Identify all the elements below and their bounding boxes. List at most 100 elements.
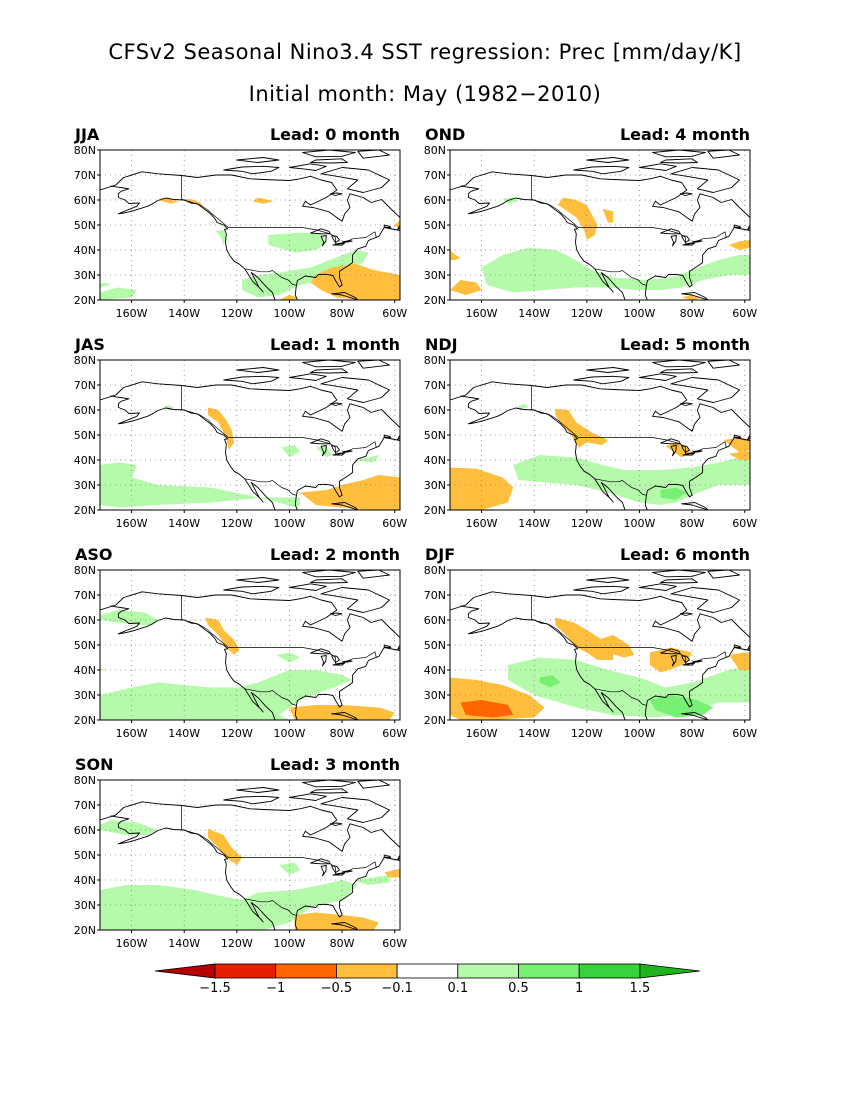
- border-line: [244, 478, 297, 496]
- anomaly-region-green: [100, 670, 353, 720]
- y-tick-label: 80N: [74, 144, 96, 157]
- coastline: [110, 185, 276, 300]
- lake-outline: [320, 235, 327, 247]
- anomaly-region-orange: [278, 295, 298, 300]
- island-outline: [639, 373, 677, 381]
- island-outline: [681, 712, 709, 720]
- x-tick-label: 140W: [168, 307, 200, 320]
- island-outline: [660, 158, 698, 164]
- x-tick-label: 100W: [624, 517, 656, 530]
- y-tick-label: 60N: [74, 614, 96, 627]
- y-tick-label: 50N: [74, 219, 96, 232]
- lake-outline: [310, 858, 331, 865]
- y-tick-label: 20N: [74, 294, 96, 307]
- map-plot: 20N 30N 40N 50N 60N 70N 80N 160W 140W 120W 100W 80W…: [424, 144, 758, 320]
- border-line: [244, 268, 297, 286]
- lake-outline: [681, 235, 690, 243]
- x-tick-label: 100W: [274, 727, 306, 740]
- coastline: [100, 171, 400, 300]
- x-tick-label: 100W: [274, 307, 306, 320]
- island-outline: [573, 585, 630, 595]
- x-tick-label: 60W: [382, 937, 407, 950]
- lake-outline: [660, 228, 681, 235]
- island-outline: [670, 587, 740, 613]
- x-tick-label: 100W: [274, 937, 306, 950]
- island-outline: [329, 402, 343, 406]
- x-tick-label: 140W: [168, 727, 200, 740]
- island-outline: [329, 612, 343, 616]
- anomaly-region-green: [352, 875, 390, 885]
- border-line: [594, 268, 647, 286]
- anomaly-region-orange: [557, 197, 598, 240]
- anomaly-region-green: [268, 232, 327, 253]
- figure-title: CFSv2 Seasonal Nino3.4 SST regression: P…: [108, 40, 742, 64]
- anomaly-region-green: [100, 820, 158, 835]
- x-tick-label: 100W: [624, 307, 656, 320]
- island-outline: [320, 587, 390, 613]
- anomaly-region-green: [352, 455, 379, 463]
- island-outline: [660, 578, 698, 584]
- x-tick-label: 80W: [330, 937, 355, 950]
- island-outline: [660, 368, 698, 374]
- panel-lead-label: Lead: 4 month: [619, 125, 750, 144]
- border-line: [531, 385, 727, 455]
- island-outline: [586, 157, 630, 163]
- coastline: [460, 395, 626, 510]
- panel-season-label: NDJ: [425, 335, 458, 354]
- y-tick-label: 60N: [74, 824, 96, 837]
- x-tick-label: 80W: [680, 727, 705, 740]
- x-tick-label: 160W: [116, 727, 148, 740]
- border-line: [181, 805, 377, 875]
- x-tick-label: 120W: [221, 307, 253, 320]
- border-line: [531, 595, 727, 665]
- figure-subtitle: Initial month: May (1982−2010): [248, 82, 602, 106]
- y-tick-label: 70N: [424, 589, 446, 602]
- lake-outline: [681, 655, 690, 663]
- map-plot: 20N 30N 40N 50N 60N 70N 80N 160W 140W 120W 100W 80W…: [74, 144, 408, 320]
- anomaly-region-green: [215, 230, 227, 245]
- anomaly-region-orange: [728, 240, 750, 250]
- lake-outline: [670, 655, 677, 667]
- anomaly-region-orange: [555, 617, 614, 660]
- anomaly-region-deep_orange: [460, 700, 514, 718]
- anomaly-region-orange: [207, 828, 243, 865]
- y-tick-label: 50N: [424, 219, 446, 232]
- map-panel-ond: OND Lead: 4 month 20N 30N 40N 50N 60N 70N 80N 1…: [420, 125, 758, 320]
- x-tick-label: 120W: [571, 727, 603, 740]
- border-line: [181, 595, 377, 665]
- border-line: [181, 385, 377, 455]
- coastline: [110, 395, 276, 510]
- anomaly-region-orange: [181, 198, 212, 215]
- x-tick-label: 160W: [466, 727, 498, 740]
- island-outline: [681, 502, 709, 510]
- island-outline: [223, 165, 280, 175]
- island-outline: [289, 373, 327, 381]
- island-outline: [670, 167, 740, 193]
- x-tick-label: 80W: [330, 517, 355, 530]
- panel-lead-label: Lead: 2 month: [269, 545, 400, 564]
- lake-outline: [320, 865, 327, 877]
- x-tick-label: 160W: [116, 517, 148, 530]
- anomaly-region-orange: [384, 868, 400, 878]
- anomaly-region-green: [481, 247, 750, 293]
- border-line: [594, 688, 647, 706]
- colorbar-label: 0.1: [447, 981, 468, 996]
- panel-lead-label: Lead: 0 month: [269, 125, 400, 144]
- anomaly-region-mid_green: [650, 695, 714, 718]
- island-outline: [733, 434, 742, 438]
- anomaly-region-green: [278, 862, 300, 875]
- y-tick-label: 50N: [74, 429, 96, 442]
- map-panel-aso: ASO Lead: 2 month 20N 30N 40N 50N 60N 70N 80N 1…: [70, 545, 408, 740]
- lake-outline: [670, 235, 677, 247]
- y-tick-label: 50N: [424, 639, 446, 652]
- colorbar-label: −0.1: [381, 981, 413, 996]
- anomaly-region-orange: [205, 617, 240, 655]
- lake-outline: [670, 445, 677, 457]
- lake-outline: [320, 445, 327, 457]
- y-tick-label: 50N: [424, 429, 446, 442]
- x-tick-label: 60W: [732, 517, 757, 530]
- island-outline: [223, 375, 280, 385]
- island-outline: [331, 292, 359, 300]
- map-plot: 20N 30N 40N 50N 60N 70N 80N 160W 140W 120W 100W 80W…: [424, 354, 758, 530]
- island-outline: [329, 822, 343, 826]
